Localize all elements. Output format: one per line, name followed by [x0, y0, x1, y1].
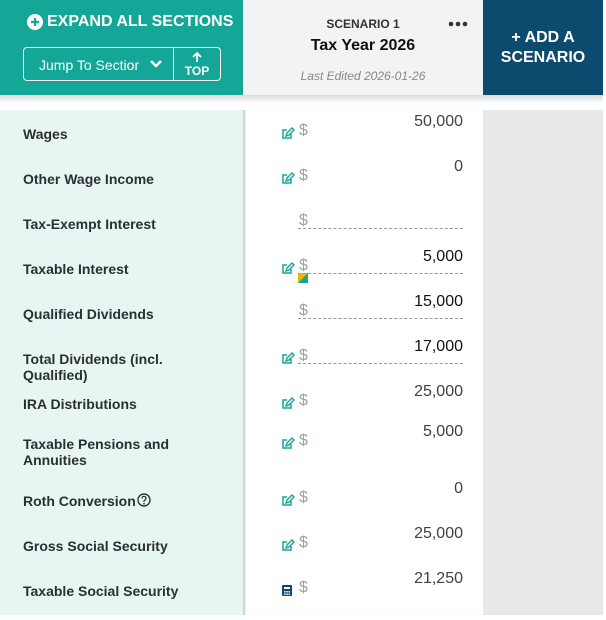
currency-symbol: $: [299, 347, 308, 364]
row-label: Tax-Exempt Interest: [23, 216, 156, 232]
last-edited: Last Edited 2026-01-26: [300, 69, 426, 83]
row-label: IRA Distributions: [23, 396, 137, 412]
row-label: Gross Social Security: [23, 538, 168, 554]
edit-icon[interactable]: [281, 494, 295, 512]
scenario-label: SCENARIO 1: [326, 17, 400, 31]
row-value[interactable]: 5,000: [422, 248, 463, 265]
currency-symbol: $: [299, 432, 308, 449]
currency-symbol: $: [299, 257, 308, 274]
top-text: TOP: [184, 64, 210, 78]
row-label: Qualified Dividends: [23, 306, 154, 322]
jump-to-select[interactable]: Jump To Section: [24, 48, 174, 80]
currency-symbol: $: [299, 489, 308, 506]
currency-symbol: $: [299, 167, 308, 184]
currency-symbol: $: [299, 122, 308, 139]
row-value[interactable]: 15,000: [414, 293, 463, 310]
edit-icon[interactable]: [281, 127, 295, 145]
edit-icon[interactable]: [281, 262, 295, 280]
add-scenario-text: + ADD A SCENARIO: [500, 28, 586, 66]
row-value: 21,250: [414, 570, 463, 587]
row-label: Roth Conversion: [23, 493, 136, 509]
expand-all-text: EXPAND ALL SECTIONS: [47, 13, 234, 30]
currency-symbol: $: [299, 392, 308, 409]
row-value: 0: [454, 480, 463, 497]
edit-icon[interactable]: [281, 539, 295, 557]
top-button[interactable]: TOP: [174, 48, 220, 80]
status-badge: [298, 273, 308, 283]
chevron-icon: [150, 60, 162, 68]
currency-symbol: $: [299, 212, 308, 229]
currency-symbol: $: [299, 579, 308, 596]
row-value[interactable]: 17,000: [414, 338, 463, 355]
arrow-up-icon: [192, 51, 202, 62]
row-value: 50,000: [414, 113, 463, 130]
row-label: Other Wage Income: [23, 171, 154, 187]
input-underline[interactable]: [298, 228, 463, 229]
edit-icon[interactable]: [281, 172, 295, 190]
label-column: [0, 110, 243, 615]
edit-icon[interactable]: [281, 397, 295, 415]
row-label: Taxable Social Security: [23, 583, 179, 599]
row-value: 0: [454, 158, 463, 175]
scenario-title: Tax Year 2026: [310, 37, 416, 54]
input-underline[interactable]: [298, 363, 463, 364]
jump-to-text: Jump To Section: [39, 57, 139, 73]
row-label: Taxable Interest: [23, 261, 129, 277]
left-header: EXPAND ALL SECTIONS Jump To Section TOP: [0, 0, 243, 95]
add-scenario-button[interactable]: + ADD A SCENARIO: [483, 0, 603, 95]
plus-icon: [27, 14, 43, 30]
header-shadow: [0, 95, 603, 103]
edit-icon[interactable]: [281, 352, 295, 370]
empty-column: [483, 110, 603, 615]
currency-symbol: $: [299, 302, 308, 319]
calculator-icon[interactable]: [281, 584, 293, 602]
row-label: Total Dividends (incl. Qualified): [23, 351, 163, 383]
row-value: 5,000: [422, 423, 463, 440]
currency-symbol: $: [299, 534, 308, 551]
scenario-header: SCENARIO 1 Tax Year 2026 Last Edited 202…: [243, 0, 483, 95]
expand-all-button[interactable]: EXPAND ALL SECTIONS: [27, 13, 233, 31]
input-underline[interactable]: [298, 273, 463, 274]
row-value: 25,000: [414, 525, 463, 542]
row-label: Wages: [23, 126, 68, 142]
menu-icon[interactable]: [448, 21, 468, 27]
jump-control: Jump To Section TOP: [23, 47, 221, 81]
row-value: 25,000: [414, 383, 463, 400]
input-underline[interactable]: [298, 318, 463, 319]
edit-icon[interactable]: [281, 437, 295, 455]
help-icon[interactable]: [137, 493, 151, 507]
row-label: Taxable Pensions and Annuities: [23, 436, 170, 468]
